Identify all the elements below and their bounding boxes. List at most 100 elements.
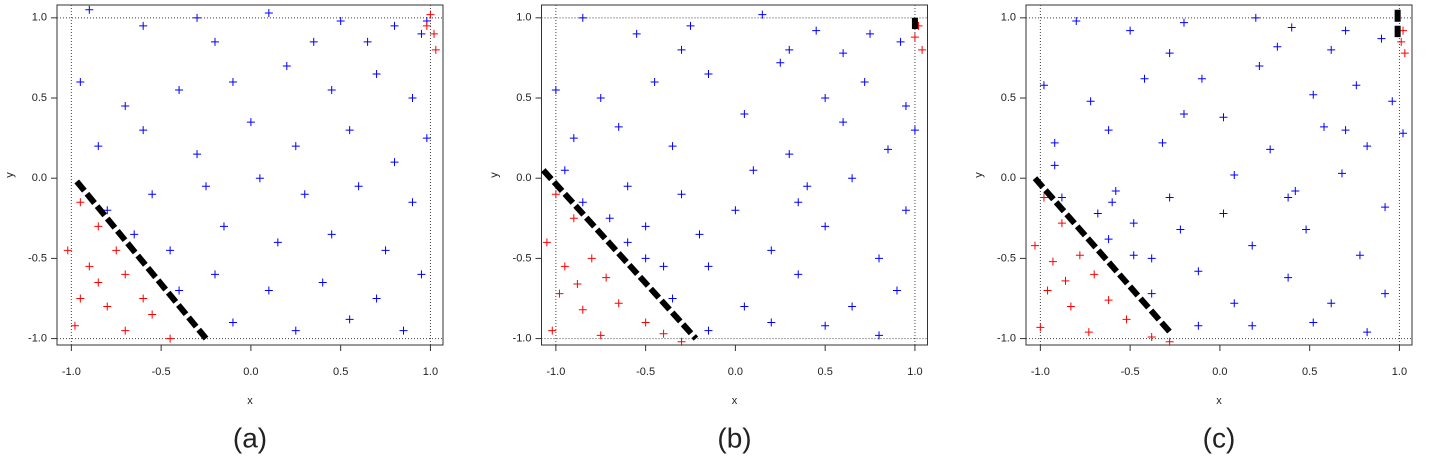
point	[426, 10, 435, 19]
point	[758, 10, 767, 19]
y-tick-label: 1.0	[516, 12, 531, 24]
point	[1219, 113, 1228, 122]
point	[431, 45, 440, 54]
y-tick-label: 0.0	[1001, 172, 1016, 184]
x-axis-label: x	[732, 395, 738, 407]
point	[1355, 251, 1364, 260]
point	[372, 69, 381, 78]
point	[605, 214, 614, 223]
panel-caption: (a)	[233, 422, 267, 453]
y-tick-label: 0.0	[516, 172, 531, 184]
x-tick-label: 0.5	[818, 366, 833, 378]
point	[1388, 97, 1397, 106]
x-axis-label: x	[247, 395, 253, 407]
point	[112, 246, 121, 255]
boundary-line	[74, 179, 209, 341]
point	[381, 246, 390, 255]
point	[300, 190, 309, 199]
point	[345, 315, 354, 324]
point	[1039, 81, 1048, 90]
point	[803, 182, 812, 191]
point	[578, 305, 587, 314]
y-axis-label: y	[973, 172, 985, 178]
point	[812, 26, 821, 35]
point	[1309, 90, 1318, 99]
point	[1072, 17, 1081, 26]
point	[1302, 225, 1311, 234]
point	[228, 318, 237, 327]
point	[175, 286, 184, 295]
point	[139, 21, 148, 30]
y-tick-label: 0.5	[1001, 92, 1016, 104]
point	[202, 182, 211, 191]
point	[1194, 321, 1203, 330]
point	[1108, 198, 1117, 207]
point	[896, 37, 905, 46]
y-tick-label: -1.0	[513, 332, 532, 344]
point	[1219, 209, 1228, 218]
point	[602, 273, 611, 282]
point	[354, 182, 363, 191]
point	[390, 158, 399, 167]
point	[560, 166, 569, 175]
point	[1057, 193, 1066, 202]
point	[148, 310, 157, 319]
point	[1090, 270, 1099, 279]
point	[839, 118, 848, 127]
point	[1176, 225, 1185, 234]
point	[866, 29, 875, 38]
point	[121, 102, 130, 111]
point	[659, 329, 668, 338]
point	[740, 110, 749, 119]
point	[1341, 26, 1350, 35]
point	[1061, 276, 1070, 285]
point	[677, 337, 686, 346]
point	[686, 21, 695, 30]
point	[1400, 49, 1409, 58]
point	[1284, 193, 1293, 202]
point	[731, 206, 740, 215]
point	[632, 29, 641, 38]
point	[767, 318, 776, 327]
point	[542, 238, 551, 247]
point	[1048, 257, 1057, 266]
point	[130, 230, 139, 239]
y-tick-label: 1.0	[1001, 12, 1016, 24]
point	[551, 86, 560, 94]
point	[345, 126, 354, 135]
point	[327, 230, 336, 239]
x-axis-label: x	[1216, 395, 1222, 407]
point	[1197, 74, 1206, 83]
x-tick-label: 0.0	[728, 366, 743, 378]
point	[94, 278, 103, 287]
point	[641, 254, 650, 263]
point	[430, 29, 439, 38]
plot-frame	[541, 4, 928, 346]
point	[264, 286, 273, 295]
point	[1399, 129, 1408, 138]
x-tick-label: 0.5	[1302, 366, 1317, 378]
point	[623, 182, 632, 191]
point	[148, 190, 157, 199]
point	[596, 331, 605, 340]
point	[1284, 273, 1293, 282]
y-tick-label: 0.0	[32, 172, 47, 184]
point	[175, 86, 184, 94]
x-tick-label: 0.5	[333, 366, 348, 378]
y-tick-label: 1.0	[32, 12, 47, 24]
point	[1104, 126, 1113, 135]
point	[1036, 323, 1045, 332]
point	[1075, 251, 1084, 260]
point	[875, 331, 884, 340]
point	[573, 280, 582, 289]
point	[1066, 302, 1075, 311]
point	[1043, 286, 1052, 295]
point	[1266, 145, 1275, 154]
point	[422, 21, 431, 30]
point	[551, 190, 560, 199]
point	[1147, 332, 1156, 341]
point	[1230, 299, 1239, 308]
point	[166, 334, 175, 343]
point	[901, 102, 910, 111]
point	[408, 198, 417, 207]
